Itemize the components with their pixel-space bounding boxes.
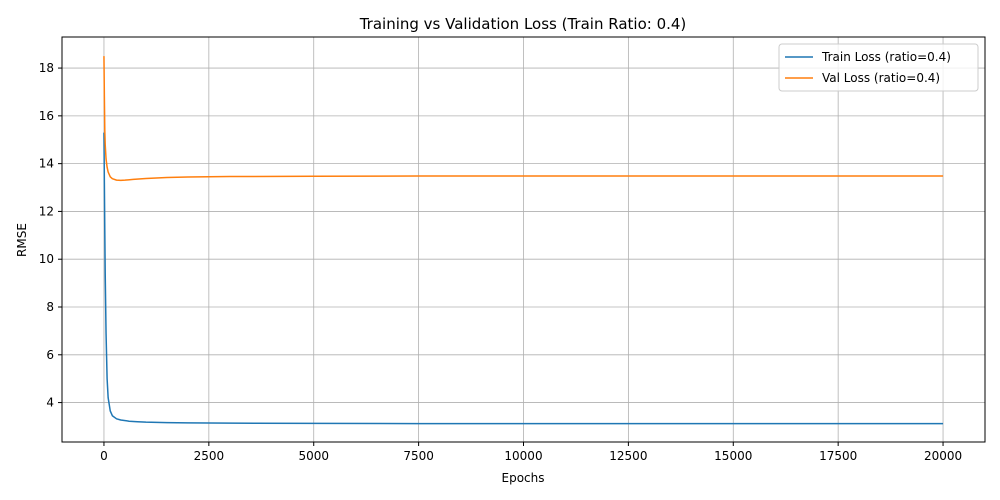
- x-tick-label: 20000: [924, 449, 962, 463]
- grid: [62, 37, 985, 442]
- legend: Train Loss (ratio=0.4) Val Loss (ratio=0.…: [778, 43, 979, 92]
- series-layer: [103, 56, 944, 425]
- legend-label: Val Loss (ratio=0.4): [822, 71, 940, 85]
- series-line-2: [103, 56, 944, 182]
- x-tick-label: 2500: [194, 449, 225, 463]
- chart-title: Training vs Validation Loss (Train Ratio…: [359, 15, 687, 33]
- y-tick-label: 4: [46, 396, 54, 410]
- y-tick-label: 6: [46, 348, 54, 362]
- y-tick-label: 8: [46, 300, 54, 314]
- x-axis-label: Epochs: [502, 471, 545, 485]
- x-tick-label: 0: [100, 449, 108, 463]
- x-tick-label: 17500: [819, 449, 857, 463]
- y-tick-label: 14: [39, 157, 54, 171]
- x-tick-label: 12500: [609, 449, 647, 463]
- y-tick-label: 16: [39, 109, 54, 123]
- y-tick-label: 12: [39, 204, 54, 218]
- series-line-1: [103, 132, 944, 425]
- ticks: 0 2500 5000 7500 10000 12500 15000 17500 20000 4 6…: [39, 61, 962, 463]
- x-tick-label: 10000: [504, 449, 542, 463]
- x-tick-label: 7500: [403, 449, 434, 463]
- y-axis-label: RMSE: [15, 223, 29, 257]
- y-tick-label: 10: [39, 252, 54, 266]
- y-tick-label: 18: [39, 61, 54, 75]
- x-tick-label: 15000: [714, 449, 752, 463]
- legend-box: [778, 43, 979, 92]
- x-tick-label: 5000: [298, 449, 329, 463]
- legend-label: Train Loss (ratio=0.4): [821, 50, 951, 64]
